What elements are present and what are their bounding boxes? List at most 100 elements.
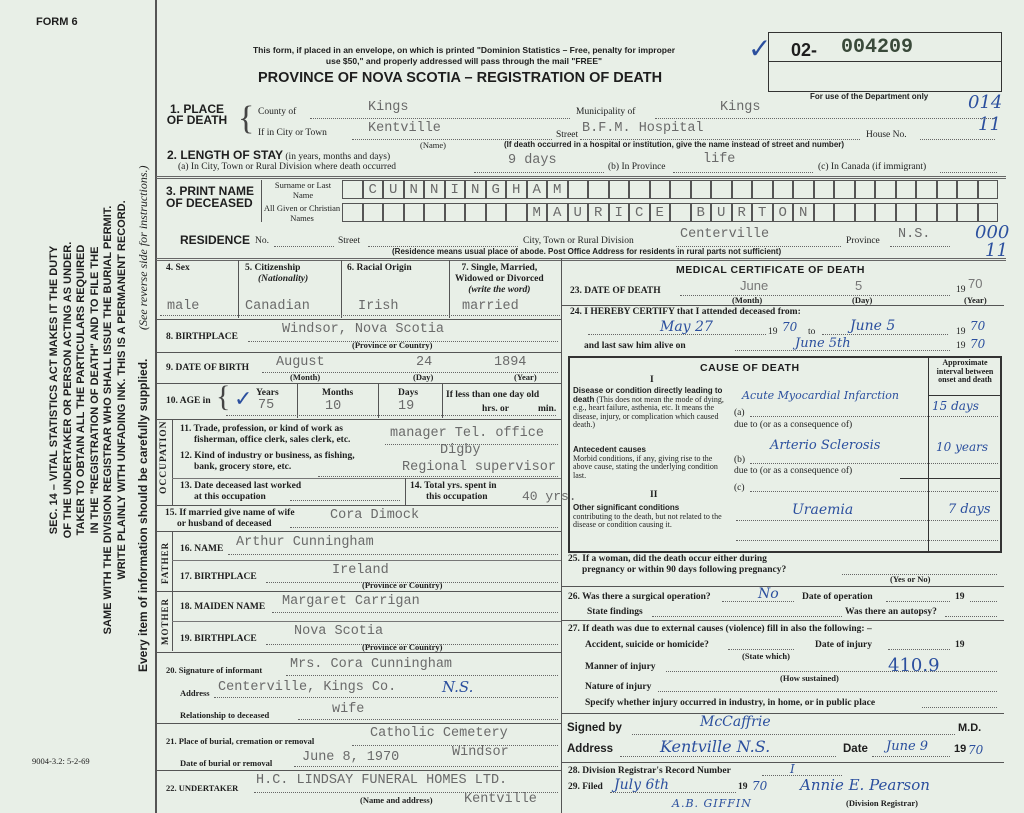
cause-b-field: Arterio Sclerosis — [770, 438, 881, 453]
letter-box: E — [649, 203, 670, 222]
last-worked-label-1: 13. Date deceased last worked — [180, 481, 302, 491]
filed-date-field: July 6th — [614, 777, 670, 793]
letter-box — [608, 180, 629, 199]
letter-box: N — [793, 203, 814, 222]
industry-city-field: Digby — [440, 443, 481, 458]
hrs-label: hrs. or — [482, 404, 509, 414]
letter-box: R — [731, 203, 752, 222]
dept-code: 11 — [985, 240, 1008, 261]
medical-title: MEDICAL CERTIFICATE OF DEATH — [676, 264, 865, 276]
letter-box — [629, 180, 650, 199]
notice-line: SEC. 14 – VITAL STATISTICS ACT MAKES IT … — [48, 245, 60, 535]
reg-prefix: 02- — [791, 40, 818, 60]
street-field: B.F.M. Hospital — [582, 121, 704, 136]
spouse-label-1: 15. If married give name of wife — [165, 508, 295, 518]
trade-label-2: fisherman, office clerk, sales clerk, et… — [194, 435, 351, 445]
q25-line-2: pregnancy or within 90 days following pr… — [582, 565, 787, 575]
occupation-side-label: OCCUPATION — [159, 420, 169, 494]
place-of-death-label: 1. PLACE OF DEATH — [166, 102, 228, 127]
notice-line: SAME WITH THE DIVISION REGISTRAR WHO SHA… — [102, 205, 114, 635]
record-number-label: 28. Division Registrar's Record Number — [568, 766, 731, 776]
industry-label: 12. Kind of industry or business, as fis… — [180, 451, 355, 473]
residence-label: RESIDENCE — [180, 233, 251, 247]
filed-label: 29. Filed — [568, 782, 603, 792]
yes-no-note: (Yes or No) — [890, 574, 931, 584]
letter-box — [875, 203, 896, 222]
last-saw-field: June 5th — [795, 336, 851, 351]
street-label: Street — [556, 130, 579, 140]
informant-label: 20. Signature of informant — [166, 665, 263, 675]
residence-province-label: Province — [846, 236, 880, 246]
city-field: Kentville — [368, 121, 441, 136]
mother-side-label: MOTHER — [160, 597, 170, 645]
letter-box: I — [444, 180, 465, 199]
letter-box: O — [772, 203, 793, 222]
racial-field: Irish — [358, 299, 399, 314]
mail-notice: This form, if placed in an envelope, on … — [214, 45, 714, 67]
antecedent-note: Morbid conditions, if any, giving rise t… — [573, 453, 718, 480]
stay-city-label: (a) In City, Town or Rural Division wher… — [178, 162, 397, 172]
checkmark-icon: ✓ — [234, 387, 253, 412]
marital-field: married — [462, 299, 519, 314]
day-note: (Day) — [413, 372, 434, 382]
antecedent-label: Antecedent causes Morbid conditions, if a… — [573, 445, 731, 480]
letter-box: N — [465, 180, 486, 199]
residence-city-field: Centerville — [680, 227, 770, 242]
mother-birthplace-label: 19. BIRTHPLACE — [180, 634, 257, 644]
q25-line-1: 25. If a woman, did the death occur eith… — [568, 554, 767, 564]
letter-box — [711, 180, 732, 199]
less-than-day-label: If less than one day old — [446, 390, 540, 400]
county-field: Kings — [368, 100, 409, 115]
day-note: (Day) — [852, 295, 873, 305]
registrar-note: (Division Registrar) — [846, 798, 919, 808]
trade-field: manager Tel. office — [390, 426, 544, 441]
letter-box: T — [752, 203, 773, 222]
province-note: (Province or Country) — [362, 580, 443, 590]
letter-box — [362, 203, 383, 222]
days-label: Days — [398, 388, 419, 398]
letter-box — [813, 180, 834, 199]
letter-box — [895, 203, 916, 222]
brace-icon: { — [216, 380, 231, 413]
year-prefix: 19 — [738, 782, 748, 792]
direct-cause-label: Disease or condition directly leading to… — [573, 386, 731, 430]
letter-box: C — [362, 180, 383, 199]
marital-label-2: Widowed or Divorced — [455, 274, 544, 284]
years-label: Years — [256, 388, 279, 398]
months-field: 10 — [325, 399, 342, 414]
undertaker-note: (Name and address) — [360, 795, 433, 805]
signature-address-label: Address — [567, 743, 614, 755]
dob-label: 9. DATE OF BIRTH — [166, 363, 250, 373]
year-prefix: 19 — [955, 640, 965, 650]
how-sustained-note: (How sustained) — [780, 673, 839, 683]
month-note: (Month) — [732, 295, 763, 305]
letter-box: U — [567, 203, 588, 222]
dod-label: 23. DATE OF DEATH — [570, 286, 661, 296]
city-label: If in City or Town — [258, 128, 327, 138]
registrar-stamp: A.B. GIFFIN — [672, 797, 752, 810]
q27-label: 27. If death was due to external causes … — [568, 624, 872, 634]
last-worked-label-2: at this occupation — [194, 492, 266, 502]
notice-line: use $50," and properly addressed will pa… — [325, 56, 603, 66]
antecedent-title: Antecedent causes — [573, 445, 646, 454]
municipality-field: Kings — [720, 100, 761, 115]
direct-note: (This does not mean the mode of dying, e… — [573, 394, 724, 429]
citizenship-sub: (Nationality) — [258, 274, 309, 284]
length-of-stay-label: 2. LENGTH OF STAY — [167, 148, 284, 162]
letter-box — [793, 180, 814, 199]
letter-box — [383, 203, 404, 222]
injury-date-label: Date of injury — [815, 640, 872, 650]
county-label: County of — [258, 107, 297, 117]
reverse-note: (See reverse side for instructions.) — [136, 165, 150, 330]
dod-day-field: 5 — [855, 278, 863, 293]
physician-signature: McCaffrie — [700, 714, 771, 730]
dod-month-field: June — [740, 278, 769, 293]
year-prefix: 19 — [768, 327, 778, 337]
father-name-label: 16. NAME — [180, 544, 224, 554]
letter-box — [957, 180, 978, 199]
q26-label: 26. Was there a surgical operation? — [568, 592, 711, 602]
year-prefix: 19 — [955, 592, 965, 602]
name-label-1: 3. PRINT NAME — [166, 184, 255, 198]
stay-province-field: life — [703, 152, 736, 167]
cause-a-field: Acute Myocardial Infarction — [742, 389, 899, 402]
